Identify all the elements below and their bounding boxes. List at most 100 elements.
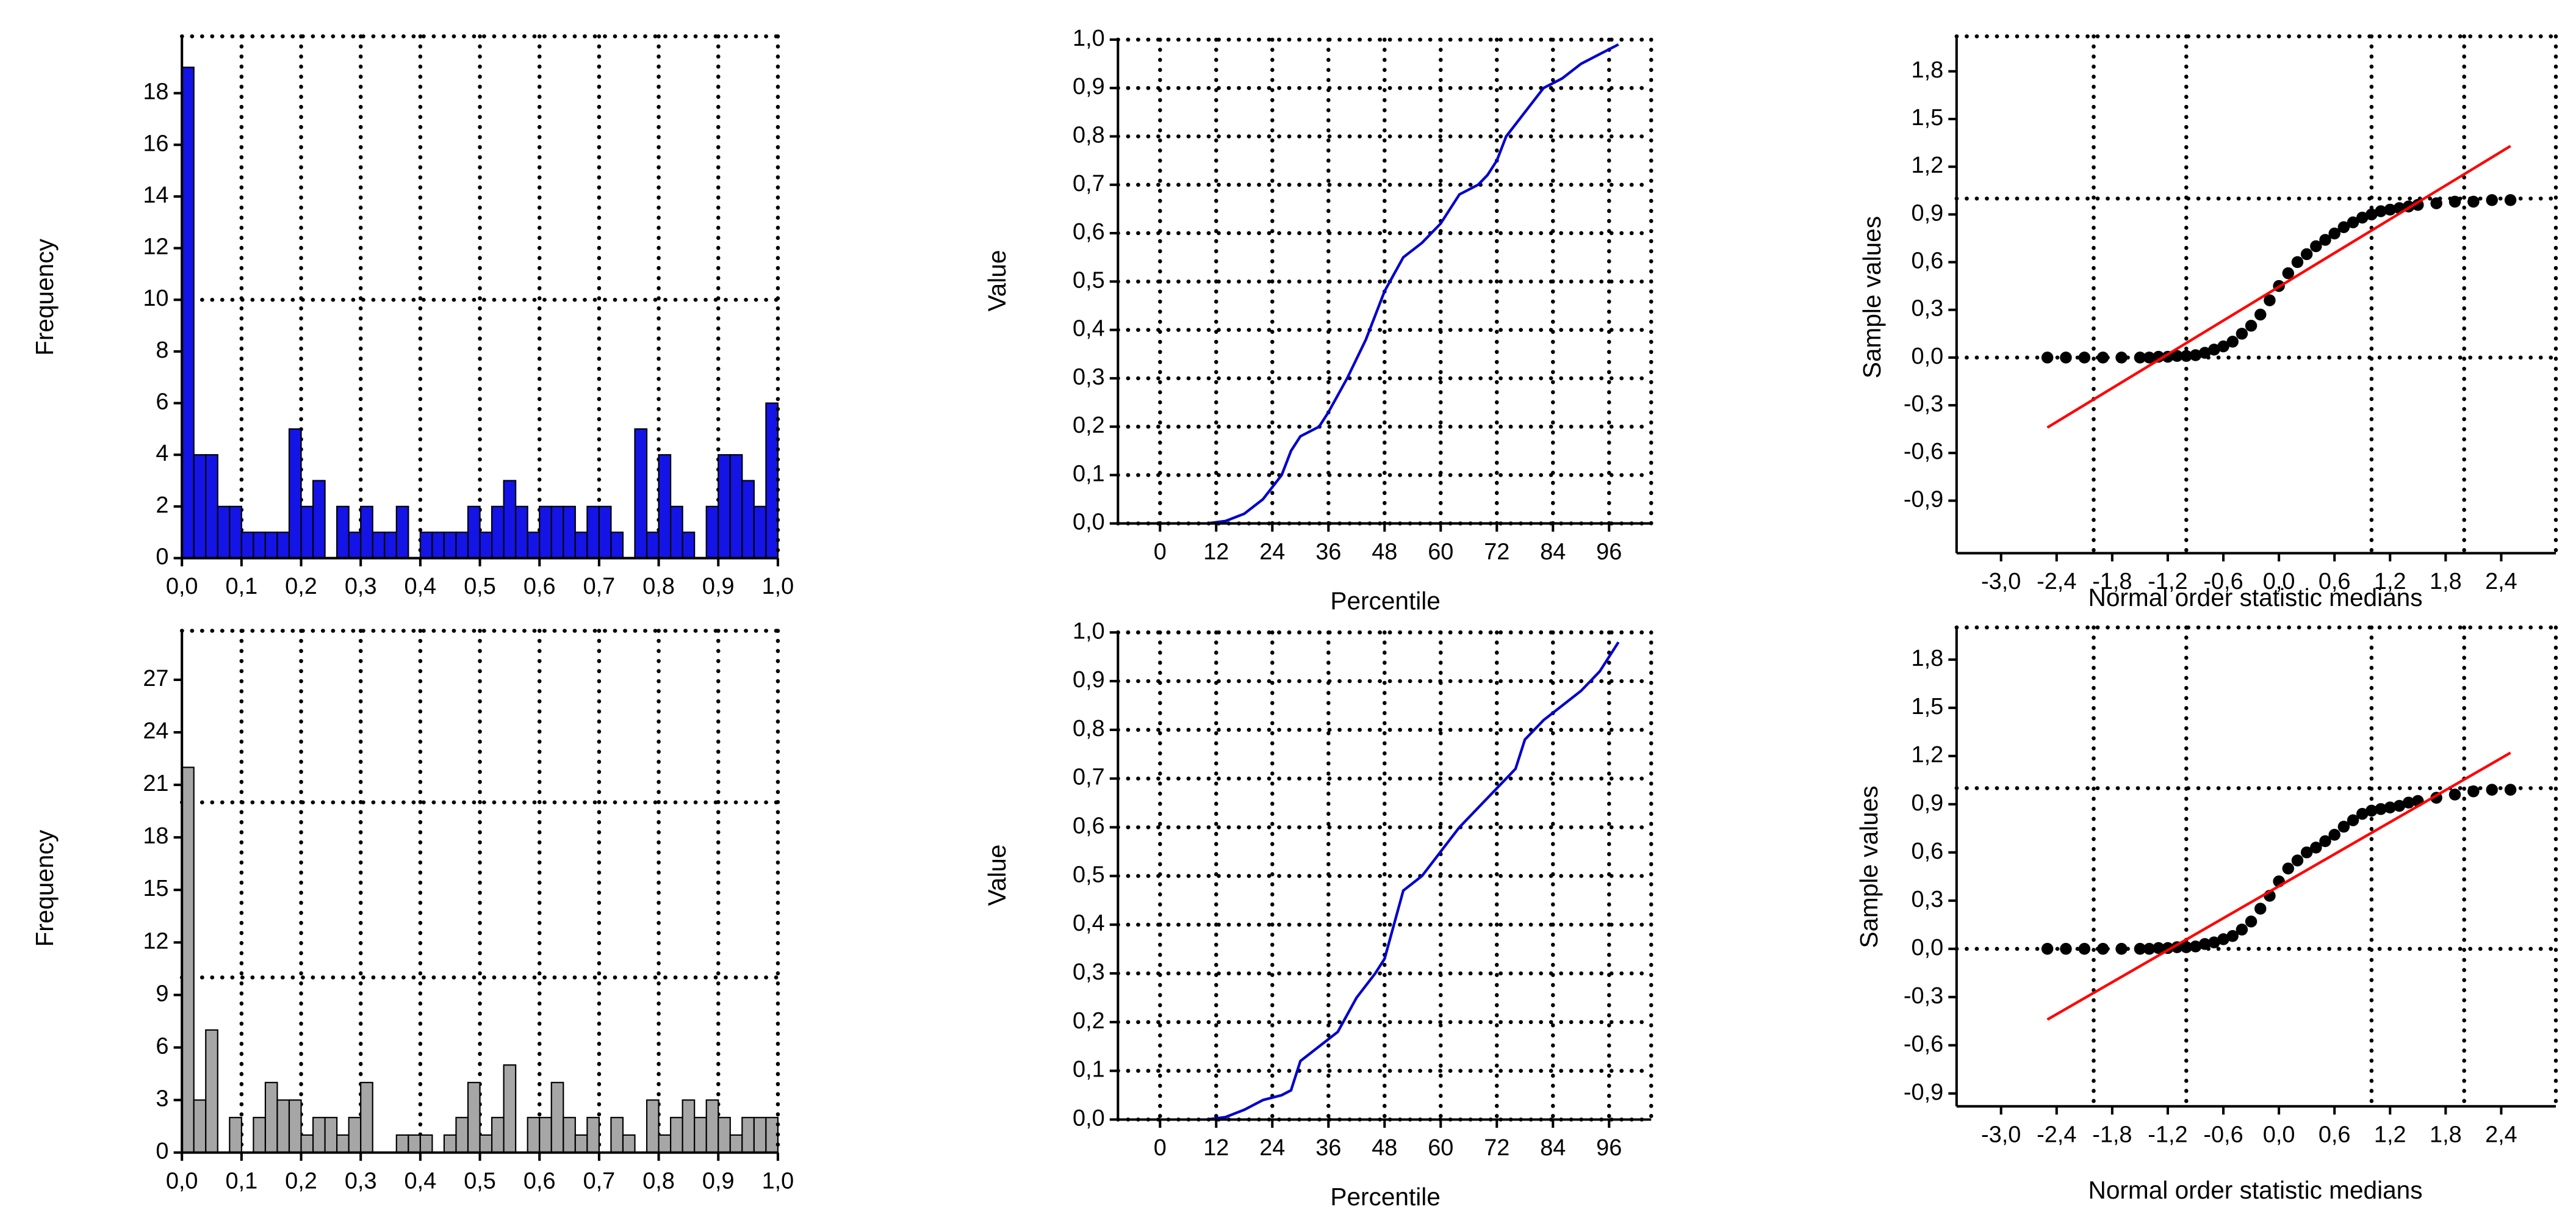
x-tick-label: 1,8 [2430,569,2462,594]
bar [455,1117,469,1153]
point [2226,929,2239,942]
bar [336,1134,350,1153]
bar [395,505,409,559]
bar [264,1081,278,1153]
bar [682,1099,696,1153]
y-tick-label: 2 [156,492,168,518]
bar [276,532,290,559]
point [2430,197,2442,209]
point [2198,347,2211,359]
bar [705,1099,719,1153]
point [2208,344,2220,356]
bar [741,1117,755,1153]
y-tick-label: 0,9 [1912,790,1944,816]
bar [324,1117,338,1153]
point [2153,350,2165,363]
bar [300,505,314,559]
x-tick-label: 0,4 [405,1168,437,1194]
x-tick-label: -2,4 [2037,569,2076,594]
bar [527,1117,541,1153]
point [2328,829,2340,841]
x-tick-label: -0,6 [2203,1122,2243,1148]
y-axis-title: Sample values [1855,785,1883,948]
bar [312,480,326,559]
y-tick-label: 0,1 [1073,461,1105,486]
x-tick-label: 0,8 [642,1168,675,1194]
bar [395,1134,409,1153]
bar [753,505,767,559]
bar [205,1029,218,1153]
point [2245,915,2258,928]
bar [765,402,779,559]
point [2504,784,2517,796]
y-tick-label: -0,6 [1904,439,1943,464]
bar [360,1081,373,1153]
x-tick-label: 0,3 [345,1168,377,1194]
x-tick-label: 0,2 [285,1168,317,1194]
x-tick-label: -2,4 [2037,1122,2076,1148]
y-tick-label: 0,9 [1912,200,1944,226]
x-tick-label: 0,9 [702,574,735,599]
bar [443,1134,457,1153]
y-tick-label: 10 [143,286,168,311]
point [2319,234,2331,246]
y-tick-label: -0,6 [1904,1031,1943,1057]
point [2319,835,2331,848]
point [2208,936,2220,948]
y-tick-label: 1,0 [1073,26,1105,51]
point [2356,211,2369,224]
bar [658,454,672,559]
bar [336,505,350,559]
x-tick-label: -1,2 [2148,1122,2187,1148]
point [2337,221,2350,233]
bar [729,1134,743,1153]
point [2134,352,2146,364]
bar [563,505,576,559]
point [2282,862,2295,875]
point [2300,846,2313,859]
x-tick-label: 12 [1203,1135,1229,1161]
bar [574,532,588,559]
y-tick-label: 12 [143,928,168,954]
point [2180,350,2193,363]
point [2384,203,2397,216]
y-tick-label: 0,7 [1073,765,1105,790]
bar [610,1117,624,1153]
x-axis-title: Normal order statistic medians [2089,583,2423,611]
bar [729,454,743,559]
y-tick-label: 16 [143,131,168,156]
bar [550,505,564,559]
point [2282,267,2295,280]
bar [670,505,683,559]
y-tick-label: -0,3 [1904,983,1943,1009]
bar [479,1134,493,1153]
y-tick-label: 14 [143,182,168,208]
x-tick-label: 12 [1203,539,1229,565]
bar [491,1117,505,1153]
x-tick-label: 0,1 [226,574,258,599]
bar [563,1117,576,1153]
bar [467,1081,481,1153]
point [2347,814,2359,826]
point [2347,216,2359,229]
bar [181,67,195,559]
x-tick-label: 72 [1484,1135,1509,1161]
point [2291,854,2304,867]
point [2217,933,2229,945]
y-tick-label: 4 [156,441,168,466]
point [2356,807,2369,820]
bar [598,505,612,559]
point [2078,943,2091,955]
y-tick-label: 3 [156,1086,168,1112]
line [1206,641,1620,1121]
y-tick-label: 0,2 [1073,1008,1105,1034]
y-tick-label: 6 [156,389,168,415]
x-tick-label: 36 [1315,1135,1341,1161]
point [2448,788,2461,801]
y-tick-label: 1,5 [1912,105,1944,131]
x-tick-label: 0,6 [2319,1122,2351,1148]
bar [229,1117,242,1153]
bar [253,532,266,559]
y-tick-label: 6 [156,1033,168,1059]
point [2467,195,2480,208]
